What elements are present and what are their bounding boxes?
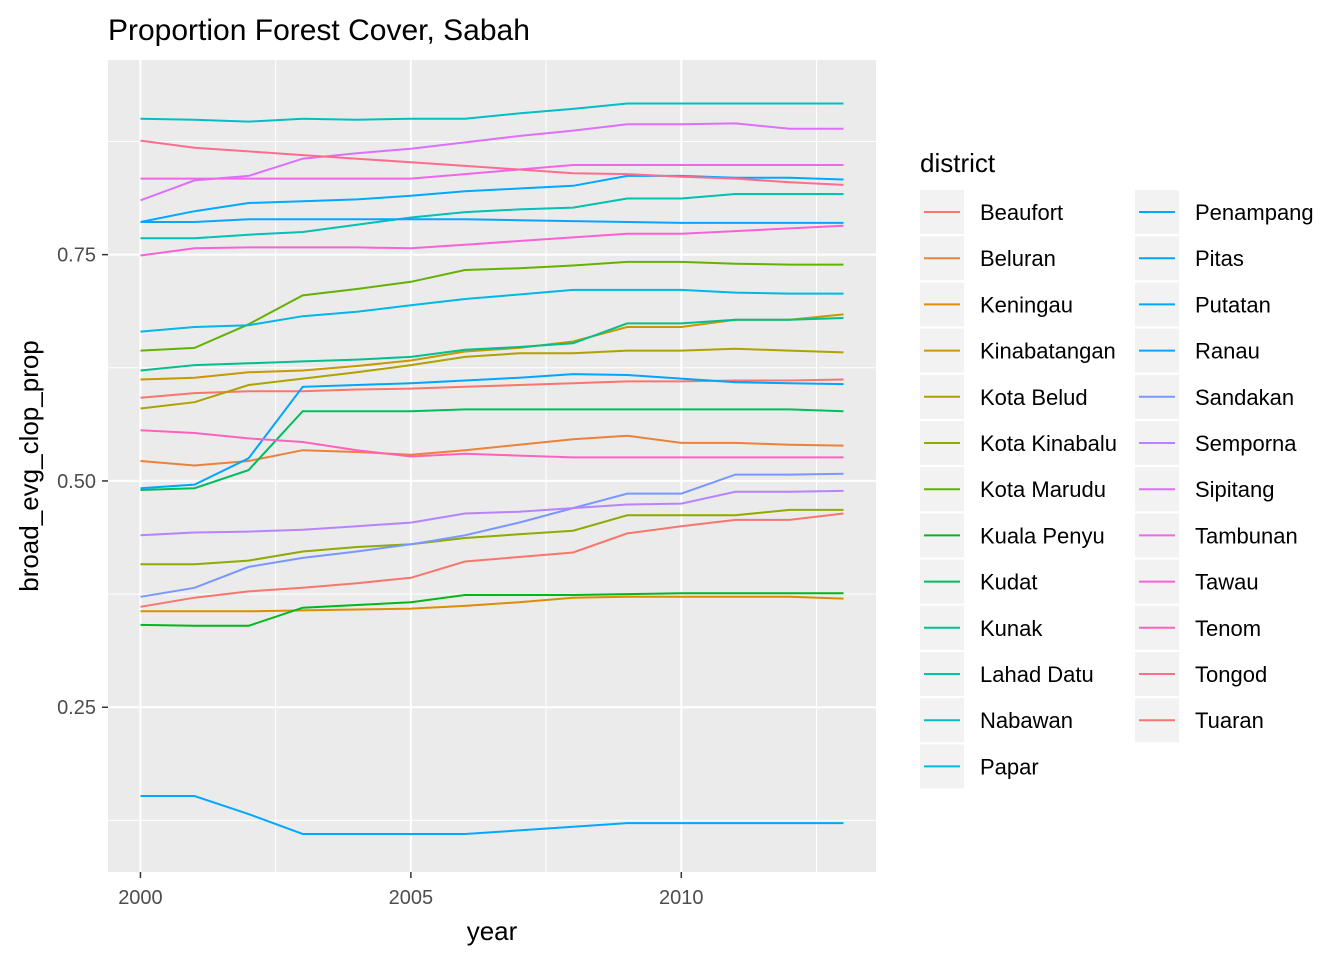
- legend-label: Kudat: [980, 570, 1038, 595]
- legend-label: Kota Belud: [980, 385, 1088, 410]
- legend-label: Tambunan: [1195, 523, 1298, 548]
- plot-panel: [108, 60, 876, 872]
- y-axis-title: broad_evg_clop_prop: [14, 340, 44, 592]
- x-tick-label: 2005: [389, 887, 434, 909]
- legend-title: district: [920, 148, 996, 178]
- legend-item: Kunak: [920, 605, 1043, 650]
- legend-label: Lahad Datu: [980, 662, 1094, 687]
- legend-item: Tenom: [1135, 605, 1261, 650]
- y-tick-label: 0.75: [57, 245, 96, 267]
- series-line-papar: [140, 288, 844, 333]
- legend-label: Kota Marudu: [980, 477, 1106, 502]
- legend-item: Tongod: [1135, 652, 1267, 696]
- legend-label: Pitas: [1195, 246, 1244, 271]
- legend-label: Penampang: [1195, 200, 1314, 225]
- series-line-lahad-datu: [140, 193, 844, 240]
- legend-item: Kuala Penyu: [920, 513, 1105, 558]
- series-line-tuaran: [140, 512, 844, 608]
- legend-item: Kinabatangan: [920, 328, 1116, 373]
- legend-item: Penampang: [1135, 190, 1314, 234]
- y-tick-label: 0.50: [57, 471, 96, 493]
- legend-item: Tambunan: [1135, 513, 1298, 558]
- legend-item: Pitas: [1135, 236, 1244, 281]
- series-line-kota-kinabalu: [140, 508, 844, 566]
- legend-item: Kota Marudu: [920, 467, 1106, 512]
- series-line-kota-belud: [140, 347, 844, 410]
- legend: Beaufort Beluran Keningau Kinabatangan Kota …: [920, 190, 1314, 789]
- chart-title: Proportion Forest Cover, Sabah: [108, 14, 530, 47]
- series-line-kudat: [140, 408, 844, 491]
- legend-label: Tenom: [1195, 616, 1261, 641]
- y-axis: 0.25 0.50 0.75: [57, 245, 108, 719]
- legend-label: Sandakan: [1195, 385, 1294, 410]
- series-line-sandakan: [140, 472, 844, 598]
- legend-item: Kota Kinabalu: [920, 421, 1117, 465]
- legend-label: Beluran: [980, 246, 1056, 271]
- legend-item: Sandakan: [1135, 374, 1294, 419]
- legend-item: Sipitang: [1135, 467, 1275, 512]
- series-line-sipitang: [140, 122, 844, 202]
- legend-label: Nabawan: [980, 708, 1073, 733]
- legend-label: Ranau: [1195, 339, 1260, 364]
- legend-label: Papar: [980, 754, 1039, 779]
- legend-label: Kunak: [980, 616, 1043, 641]
- legend-label: Sipitang: [1195, 477, 1275, 502]
- legend-label: Keningau: [980, 292, 1073, 317]
- x-axis: 2000 2005 2010: [118, 872, 704, 909]
- x-tick-label: 2000: [118, 887, 163, 909]
- series-line-tongod: [140, 139, 844, 186]
- legend-item: Kudat: [920, 559, 1038, 604]
- legend-label: Tuaran: [1195, 708, 1264, 733]
- legend-item: Ranau: [1135, 328, 1260, 373]
- legend-label: Tongod: [1195, 662, 1267, 687]
- series-line-putatan: [140, 795, 844, 835]
- legend-label: Kota Kinabalu: [980, 431, 1117, 456]
- legend-item: Putatan: [1135, 282, 1271, 327]
- legend-item: Nabawan: [920, 698, 1073, 743]
- series-line-keningau: [140, 595, 844, 613]
- legend-label: Putatan: [1195, 292, 1271, 317]
- legend-label: Kuala Penyu: [980, 523, 1105, 548]
- series-line-kota-marudu: [140, 260, 844, 352]
- series-line-semporna: [140, 489, 844, 537]
- legend-label: Tawau: [1195, 570, 1259, 595]
- legend-item: Tawau: [1135, 559, 1259, 604]
- legend-label: Semporna: [1195, 431, 1297, 456]
- series-line-kunak: [140, 317, 844, 372]
- series-line-beaufort: [140, 378, 844, 399]
- legend-item: Kota Belud: [920, 374, 1088, 419]
- legend-item: Lahad Datu: [920, 652, 1094, 696]
- x-axis-title: year: [467, 916, 518, 946]
- legend-label: Beaufort: [980, 200, 1063, 225]
- series-line-tawau: [140, 224, 844, 257]
- legend-item: Papar: [920, 744, 1039, 789]
- x-tick-label: 2010: [659, 887, 704, 909]
- series-lines: [140, 102, 844, 835]
- series-line-nabawan: [140, 102, 844, 123]
- y-tick-label: 0.25: [57, 697, 96, 719]
- series-line-tenom: [140, 429, 844, 459]
- series-line-pitas: [140, 373, 844, 490]
- legend-item: Tuaran: [1135, 698, 1264, 743]
- legend-item: Beaufort: [920, 190, 1063, 234]
- series-line-ranau: [140, 218, 844, 224]
- legend-item: Semporna: [1135, 421, 1297, 465]
- series-line-kuala-penyu: [140, 592, 844, 627]
- legend-item: Keningau: [920, 282, 1073, 327]
- legend-label: Kinabatangan: [980, 339, 1116, 364]
- legend-item: Beluran: [920, 236, 1056, 281]
- series-line-tambunan: [140, 164, 844, 180]
